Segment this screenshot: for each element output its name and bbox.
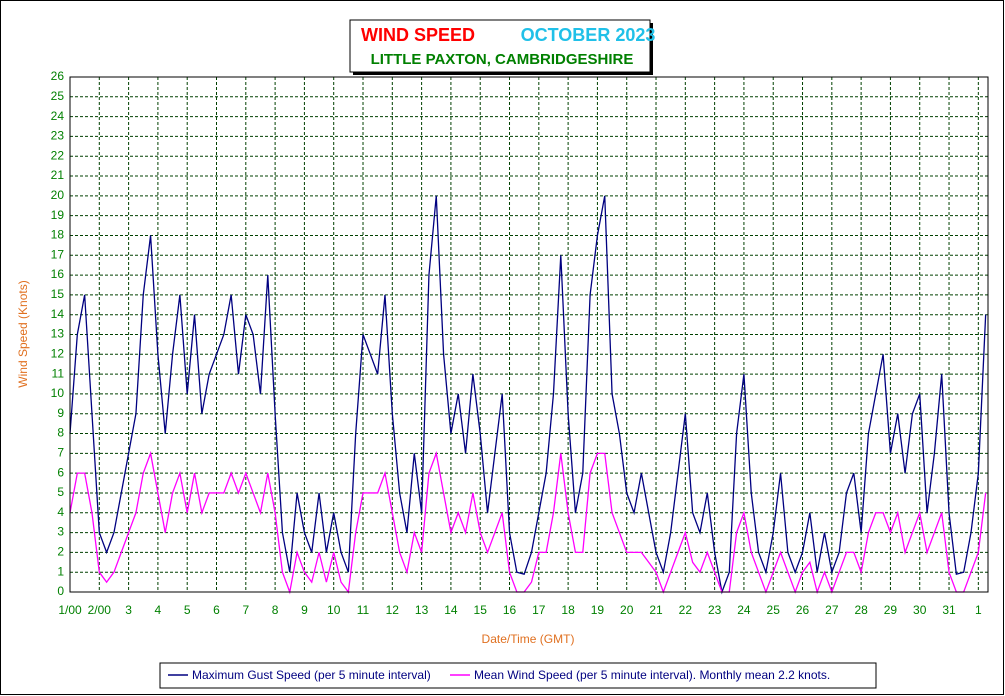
x-tick-label: 29: [884, 603, 898, 617]
x-tick-label: 21: [649, 603, 663, 617]
legend-label: Maximum Gust Speed (per 5 minute interva…: [192, 668, 431, 682]
x-tick-label: 30: [913, 603, 927, 617]
y-tick-label: 12: [51, 346, 65, 360]
x-tick-label: 25: [767, 603, 781, 617]
y-tick-label: 15: [51, 287, 65, 301]
y-tick-label: 7: [57, 446, 64, 460]
y-tick-label: 16: [51, 267, 65, 281]
y-tick-label: 6: [57, 465, 64, 479]
x-tick-label: 14: [444, 603, 458, 617]
x-tick-label: 6: [213, 603, 220, 617]
legend-label: Mean Wind Speed (per 5 minute interval).…: [474, 668, 830, 682]
y-tick-label: 2: [57, 545, 64, 559]
x-tick-label: 13: [415, 603, 429, 617]
x-tick-label: 31: [942, 603, 956, 617]
plot-border: [69, 76, 989, 593]
y-tick-label: 13: [51, 327, 65, 341]
y-axis-label: Wind Speed (Knots): [16, 280, 30, 387]
y-tick-label: 18: [51, 228, 65, 242]
y-tick-label: 11: [52, 366, 65, 380]
y-tick-label: 5: [57, 485, 64, 499]
y-tick-label: 21: [51, 168, 65, 182]
x-tick-label: 19: [591, 603, 605, 617]
x-tick-label: 2/00: [88, 603, 112, 617]
x-tick-label: 24: [737, 603, 751, 617]
chart-period: OCTOBER 2023: [521, 25, 656, 45]
x-axis-label: Date/Time (GMT): [482, 632, 575, 646]
y-tick-label: 14: [51, 307, 65, 321]
x-tick-label: 8: [272, 603, 279, 617]
x-tick-label: 1/00: [58, 603, 82, 617]
legend-box: [159, 662, 877, 689]
y-tick-label: 10: [51, 386, 65, 400]
title-box: [349, 19, 651, 73]
y-tick-label: 23: [51, 129, 65, 143]
y-tick-label: 20: [51, 188, 65, 202]
y-tick-label: 26: [51, 69, 65, 83]
x-tick-label: 3: [125, 603, 132, 617]
x-tick-label: 9: [301, 603, 308, 617]
x-tick-label: 11: [357, 603, 370, 617]
x-tick-label: 7: [242, 603, 249, 617]
x-tick-label: 16: [503, 603, 517, 617]
y-tick-label: 8: [57, 426, 64, 440]
chart-title: WIND SPEED: [361, 25, 475, 45]
y-tick-label: 3: [57, 525, 64, 539]
y-tick-label: 9: [57, 406, 64, 420]
y-tick-label: 0: [57, 584, 64, 598]
x-tick-label: 28: [854, 603, 868, 617]
data-line: [69, 450, 987, 595]
chart-subtitle: LITTLE PAXTON, CAMBRIDGESHIRE: [371, 51, 634, 68]
x-tick-label: 23: [708, 603, 722, 617]
x-tick-label: 15: [474, 603, 488, 617]
x-tick-label: 17: [532, 603, 546, 617]
data-line: [69, 195, 987, 595]
x-tick-label: 4: [155, 603, 162, 617]
y-tick-label: 17: [51, 247, 65, 261]
y-tick-label: 25: [51, 89, 65, 103]
x-tick-label: 20: [620, 603, 634, 617]
x-tick-label: 26: [796, 603, 810, 617]
y-tick-label: 19: [51, 208, 65, 222]
y-tick-label: 24: [51, 109, 65, 123]
x-tick-label: 22: [679, 603, 693, 617]
x-tick-label: 27: [825, 603, 839, 617]
x-tick-label: 1: [975, 603, 982, 617]
x-tick-label: 18: [561, 603, 575, 617]
y-tick-label: 22: [51, 148, 65, 162]
y-tick-label: 4: [57, 505, 64, 519]
x-tick-label: 12: [386, 603, 400, 617]
y-tick-label: 1: [57, 564, 64, 578]
x-tick-label: 10: [327, 603, 341, 617]
x-tick-label: 5: [184, 603, 191, 617]
